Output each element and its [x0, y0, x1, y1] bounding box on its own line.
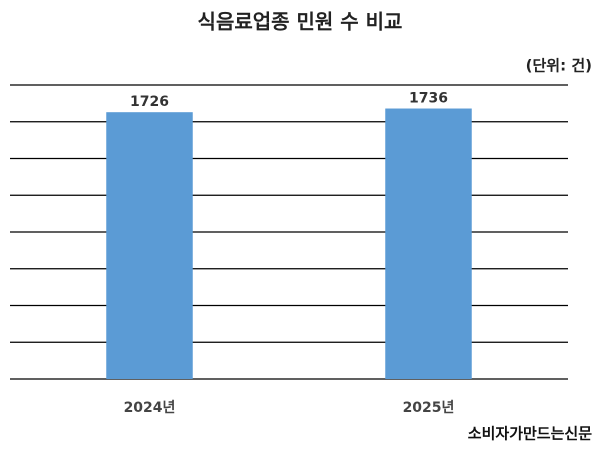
bar	[385, 108, 472, 380]
x-tick-label: 2025년	[403, 400, 455, 416]
data-label: 1736	[409, 91, 448, 107]
data-label: 1726	[130, 94, 169, 110]
source: 소비자가만드는신문	[468, 425, 592, 443]
unit-note: (단위: 건)	[526, 57, 592, 75]
bar	[106, 112, 193, 379]
x-tick-label: 2024년	[124, 400, 176, 416]
chart-title: 식음료업종 민원 수 비교	[198, 10, 403, 34]
